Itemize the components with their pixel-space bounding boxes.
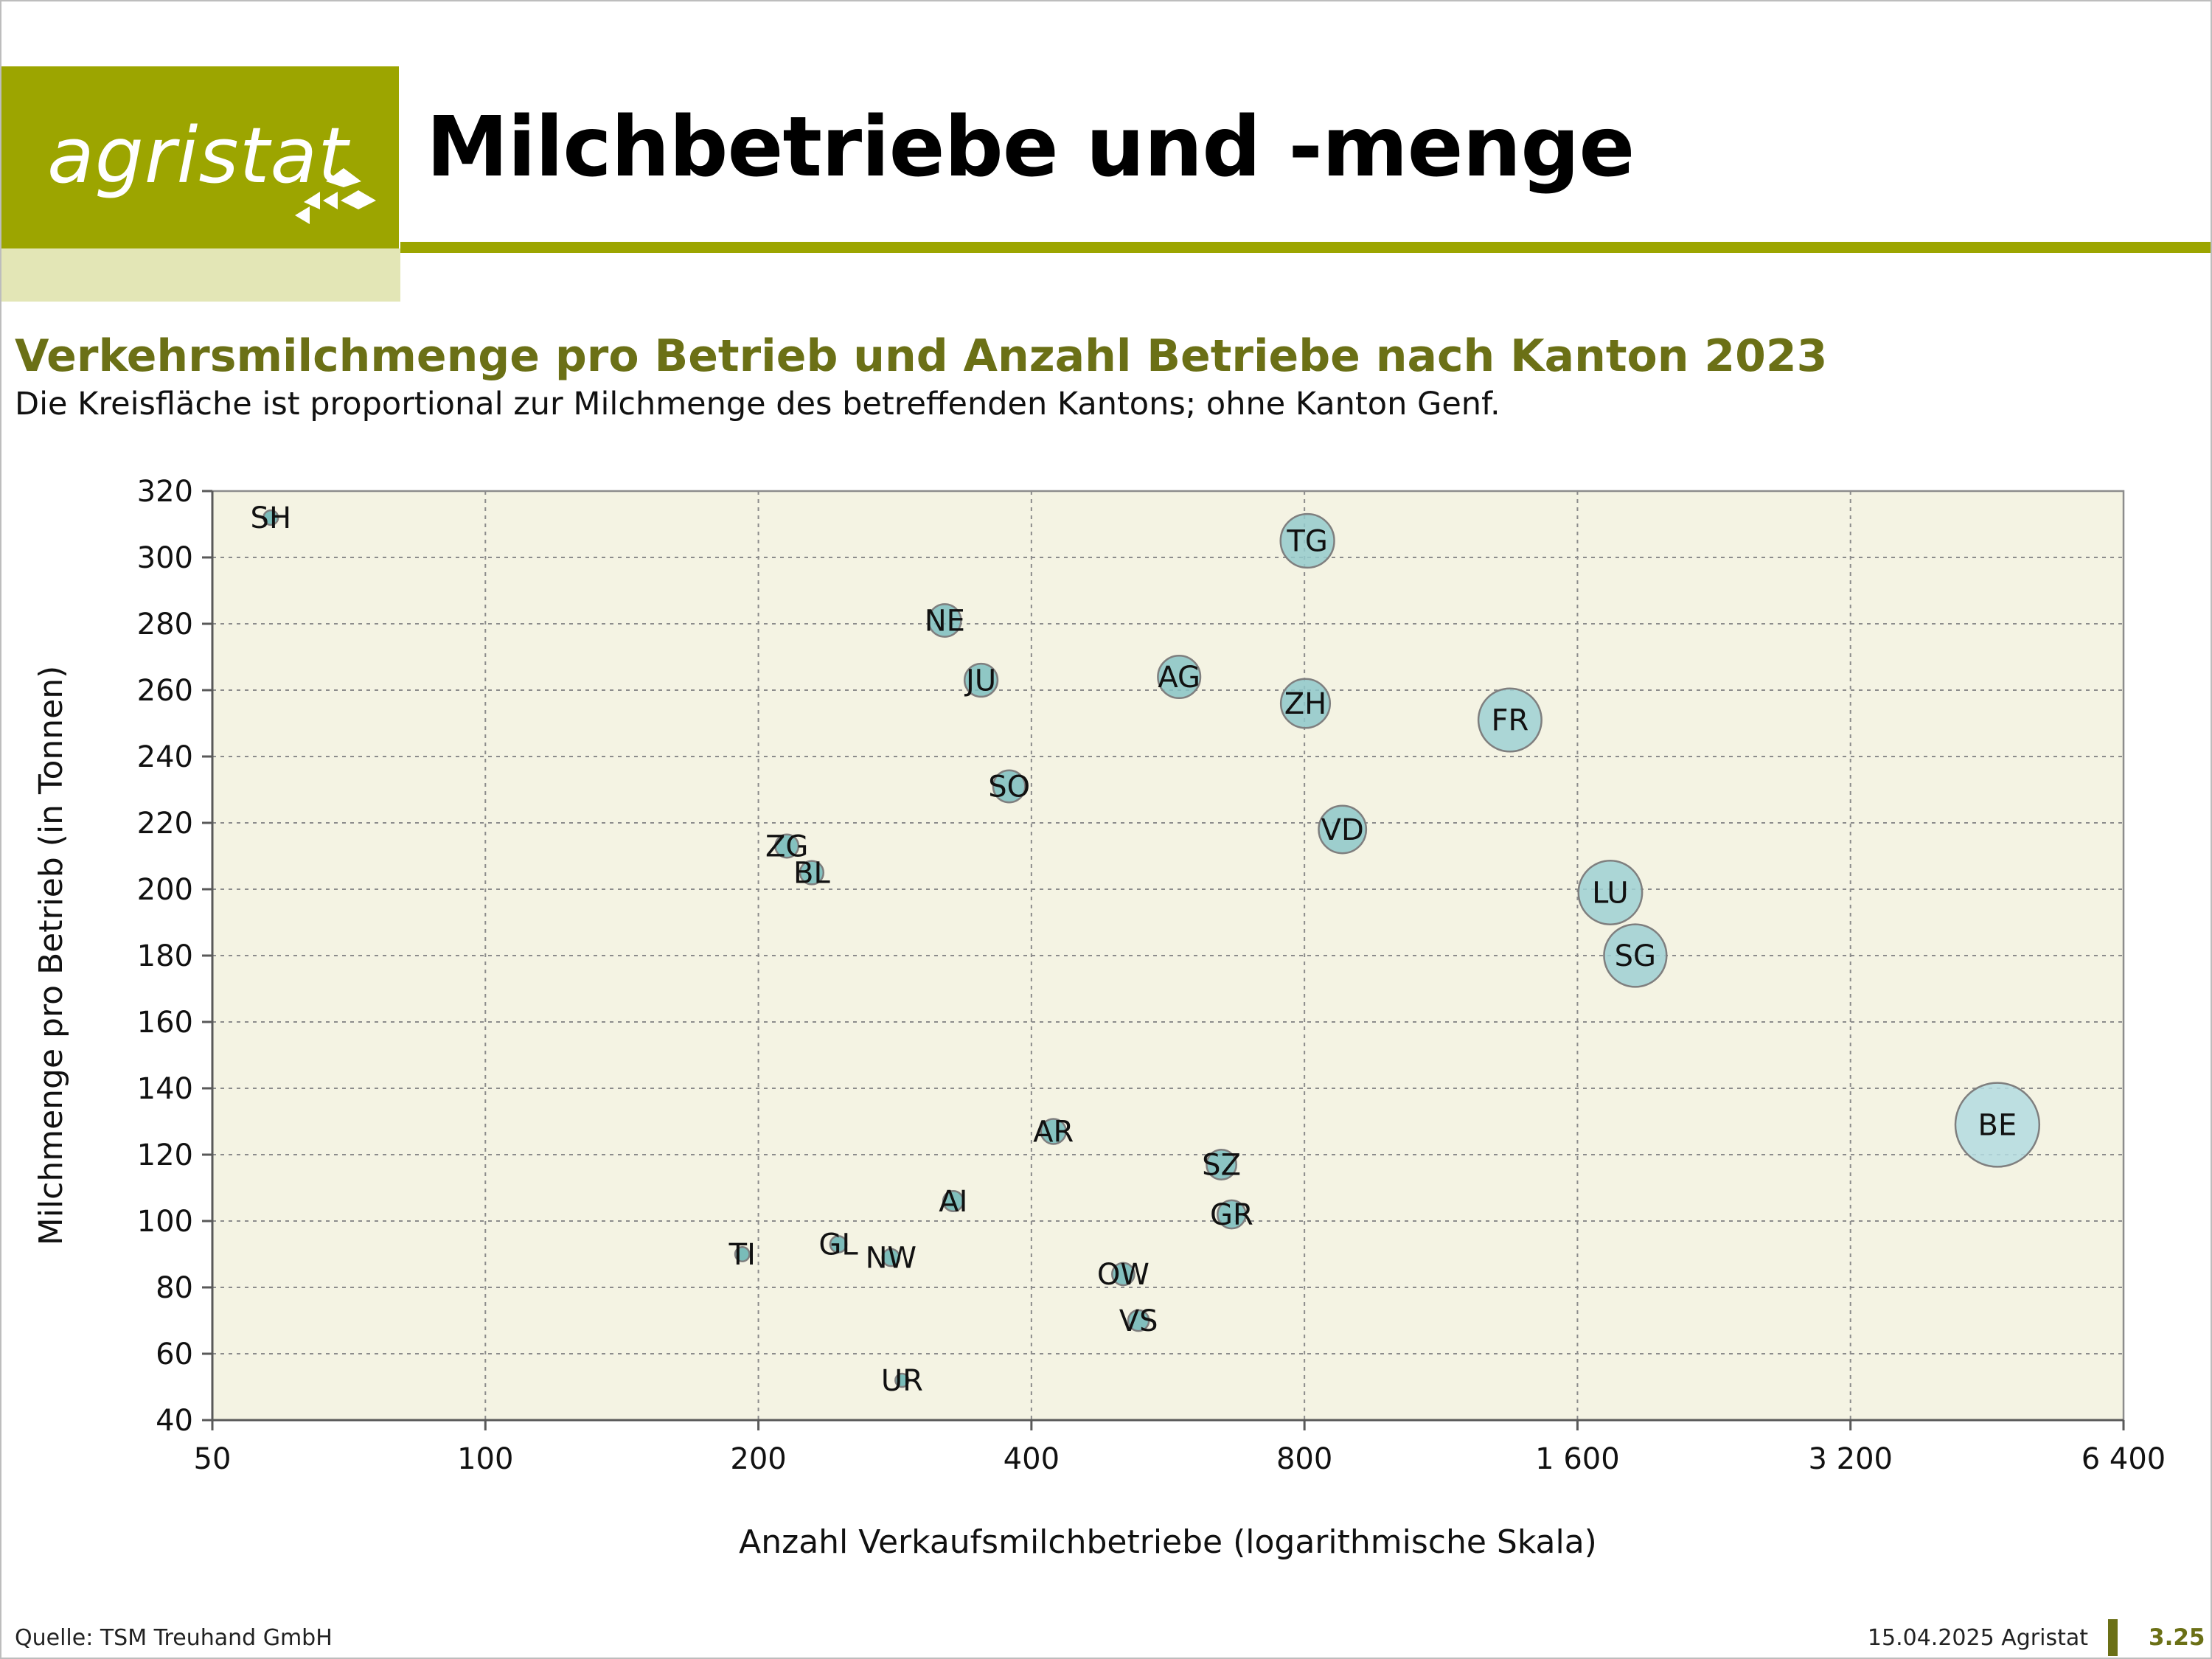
bubble-ow bbox=[1111, 1262, 1135, 1287]
page-title: Milchbetriebe und -menge bbox=[426, 100, 1635, 195]
x-tick-label: 400 bbox=[1004, 1442, 1060, 1476]
x-tick-label: 3 200 bbox=[1808, 1442, 1893, 1476]
chart-subtitle: Die Kreisfläche ist proportional zur Mil… bbox=[15, 386, 1500, 422]
y-tick-label: 320 bbox=[137, 475, 193, 509]
bubble-ti bbox=[734, 1246, 751, 1262]
y-tick-label: 60 bbox=[156, 1338, 193, 1371]
bubble-ne bbox=[927, 603, 962, 638]
y-tick-label: 80 bbox=[156, 1271, 193, 1305]
bubble-label-bl: BL bbox=[793, 857, 830, 891]
bubble-gl bbox=[829, 1235, 848, 1253]
y-tick-label: 160 bbox=[137, 1006, 193, 1040]
logo-wordmark: agristat bbox=[47, 111, 349, 201]
y-tick-label: 220 bbox=[137, 807, 193, 841]
bubble-label-ti: TI bbox=[728, 1238, 756, 1272]
agristat-logo: agristat bbox=[1, 66, 399, 248]
bubble-ai bbox=[942, 1190, 964, 1212]
y-tick-label: 120 bbox=[137, 1138, 193, 1172]
bubble-tg bbox=[1279, 512, 1335, 569]
y-tick-label: 180 bbox=[137, 939, 193, 973]
logo-triangles-icon bbox=[295, 168, 376, 224]
bubble-sz bbox=[1206, 1149, 1238, 1180]
bubble-label-tg: TG bbox=[1286, 525, 1327, 559]
bubble-zg bbox=[774, 833, 800, 859]
bubble-label-lu: LU bbox=[1592, 877, 1629, 911]
footer-date: 15.04.2025 Agristat bbox=[1867, 1625, 2088, 1651]
x-tick-label: 100 bbox=[457, 1442, 513, 1476]
bubble-so bbox=[992, 769, 1026, 804]
bubble-vd bbox=[1318, 804, 1368, 855]
y-axis-title: Milchmenge pro Betrieb (in Tonnen) bbox=[32, 666, 70, 1246]
y-tick-label: 300 bbox=[137, 541, 193, 575]
x-tick-label: 200 bbox=[730, 1442, 786, 1476]
bubble-lu bbox=[1577, 860, 1644, 925]
y-tick-label: 260 bbox=[137, 674, 193, 708]
bubble-label-ow: OW bbox=[1097, 1258, 1150, 1292]
y-tick-label: 280 bbox=[137, 608, 193, 641]
y-tick-label: 140 bbox=[137, 1072, 193, 1106]
bubble-nw bbox=[881, 1248, 901, 1267]
bubble-gr bbox=[1217, 1199, 1247, 1230]
bubble-sh bbox=[262, 509, 279, 526]
logo-underline-band bbox=[1, 248, 400, 302]
bubble-vs bbox=[1127, 1309, 1150, 1332]
bubble-label-vs: VS bbox=[1119, 1304, 1158, 1338]
bubble-label-gr: GR bbox=[1210, 1198, 1253, 1232]
x-tick-label: 50 bbox=[194, 1442, 232, 1476]
grid-lines bbox=[212, 491, 2124, 1420]
bubble-label-gl: GL bbox=[818, 1228, 858, 1262]
bubble-label-be: BE bbox=[1978, 1109, 2017, 1143]
bubble-ar bbox=[1040, 1118, 1067, 1145]
y-tick-label: 100 bbox=[137, 1205, 193, 1239]
x-tick-label: 800 bbox=[1276, 1442, 1332, 1476]
source-note: Quelle: TSM Treuhand GmbH bbox=[15, 1625, 333, 1651]
bubble-label-so: SO bbox=[988, 771, 1030, 804]
axes: 40 60 80 100 120 140 160 180 200 220 240 260 280 300 3… bbox=[137, 475, 2166, 1476]
bubble-label-ag: AG bbox=[1158, 661, 1200, 695]
x-tick-label: 1 600 bbox=[1535, 1442, 1620, 1476]
bubble-fr bbox=[1477, 687, 1543, 753]
bubble-sg bbox=[1603, 923, 1668, 988]
bubble-ur bbox=[894, 1372, 910, 1388]
y-tick-label: 200 bbox=[137, 873, 193, 907]
bubble-label-sh: SH bbox=[251, 501, 291, 535]
y-tick-label: 40 bbox=[156, 1404, 193, 1438]
page-number: 3.25 bbox=[2149, 1624, 2205, 1651]
bubble-label-sg: SG bbox=[1615, 939, 1656, 973]
bubble-ag bbox=[1157, 654, 1202, 700]
x-tick-label: 6 400 bbox=[2081, 1442, 2166, 1476]
header-rule bbox=[400, 242, 2211, 253]
bubble-label-ar: AR bbox=[1033, 1116, 1074, 1150]
bubble-ju bbox=[963, 662, 999, 698]
bubble-label-ai: AI bbox=[939, 1185, 967, 1219]
chart-title: Verkehrsmilchmenge pro Betrieb und Anzah… bbox=[15, 330, 1828, 382]
bubble-zh bbox=[1279, 678, 1332, 729]
bubble-label-sz: SZ bbox=[1202, 1149, 1241, 1183]
bubble-label-vd: VD bbox=[1321, 813, 1364, 847]
y-tick-label: 240 bbox=[137, 740, 193, 774]
x-axis-title: Anzahl Verkaufsmilchbetriebe (logarithmi… bbox=[739, 1523, 1597, 1561]
bubble-label-ur: UR bbox=[881, 1364, 923, 1398]
bubbles bbox=[262, 509, 2041, 1388]
bubble-label-ju: JU bbox=[964, 664, 996, 698]
bubble-label-zg: ZG bbox=[765, 830, 808, 864]
bubble-bl bbox=[799, 860, 825, 886]
bubble-be bbox=[1954, 1082, 2041, 1168]
bubble-label-zh: ZH bbox=[1284, 687, 1326, 721]
bubble-label-fr: FR bbox=[1491, 704, 1528, 738]
bubble-label-nw: NW bbox=[866, 1242, 917, 1276]
bubble-label-ne: NE bbox=[925, 605, 965, 639]
footer-divider bbox=[2108, 1619, 2118, 1656]
